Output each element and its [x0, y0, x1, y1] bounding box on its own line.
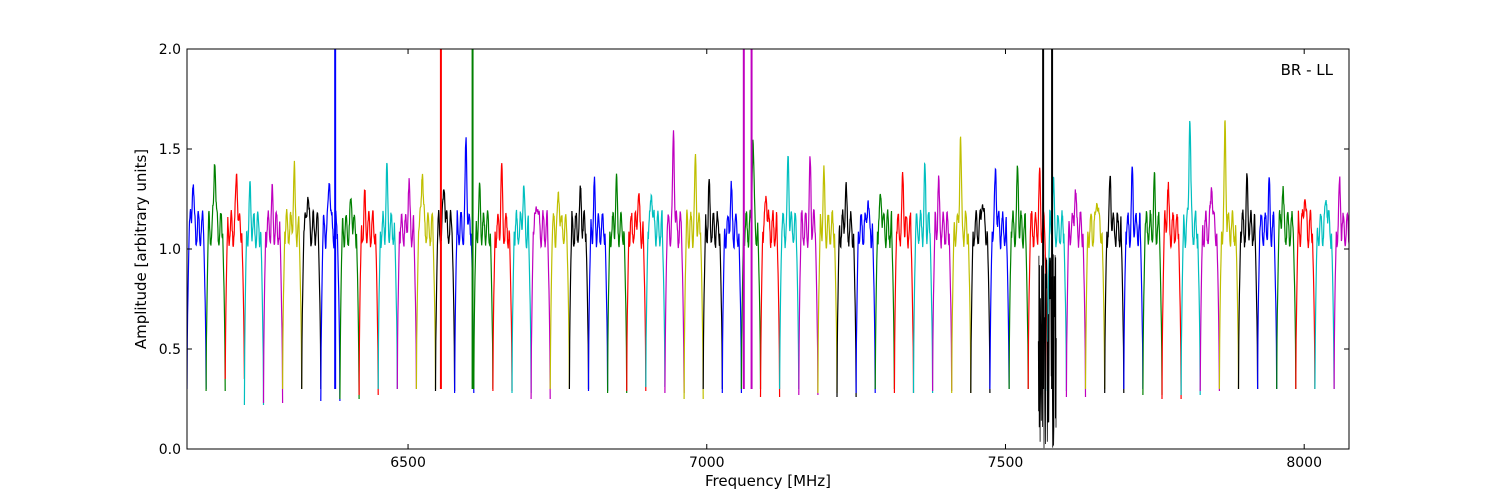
channel-curve-13	[434, 189, 456, 392]
channel-curve-47	[1084, 202, 1106, 390]
noise-region	[1037, 254, 1057, 449]
channel-curve-40	[951, 136, 972, 394]
channel-curve-21	[587, 176, 609, 392]
channel-curve-38	[912, 162, 934, 394]
channel-curve-26	[683, 153, 704, 400]
channel-curve-23	[626, 193, 647, 392]
channel-curve-4	[262, 183, 284, 404]
channel-curve-10	[377, 162, 398, 390]
channel-curve-1	[205, 163, 226, 392]
y-tick-label-0: 0.0	[159, 442, 181, 458]
channel-curve-42	[989, 167, 1010, 390]
channel-curve-0	[187, 184, 207, 390]
channel-curve-33	[817, 165, 838, 394]
y-axis-label: Amplitude [arbitrary units]	[132, 149, 150, 349]
channel-curve-8	[339, 197, 360, 400]
channel-curve-46	[1065, 189, 1087, 398]
channel-curve-51	[1161, 181, 1182, 400]
channel-curve-43	[1008, 165, 1029, 390]
channel-curve-12	[415, 173, 437, 390]
x-tick-label-1: 7000	[689, 455, 725, 471]
channel-curve-6	[301, 196, 322, 390]
channel-curve-36	[874, 193, 896, 390]
channel-curve-19	[549, 191, 571, 390]
channel-curve-49	[1123, 166, 1144, 390]
channel-curve-32	[798, 156, 819, 396]
x-tick-label-2: 7500	[988, 455, 1024, 471]
y-tick-label-3: 1.5	[159, 142, 181, 158]
channel-curve-27	[702, 179, 723, 390]
channel-curve-37	[893, 171, 915, 394]
channel-curve-28	[721, 180, 743, 394]
ticks-layer: 6500 7000 7500 8000 0.0 0.5 1.0 1.5 2.0	[159, 42, 1349, 471]
channel-curve-18	[530, 206, 551, 400]
channel-curve-41	[970, 204, 991, 394]
channel-curve-34	[836, 182, 857, 398]
channel-curve-3	[243, 181, 265, 406]
channel-curve-22	[606, 173, 628, 394]
channel-curve-31	[778, 155, 800, 390]
channel-curve-14	[454, 137, 475, 394]
channel-curve-53	[1199, 187, 1221, 392]
channel-curve-15	[473, 182, 494, 390]
channel-curve-55	[1237, 173, 1259, 390]
channel-curve-24	[645, 193, 666, 388]
x-tick-label-0: 6500	[390, 455, 426, 471]
x-tick-label-3: 8000	[1286, 455, 1322, 471]
channel-curve-11	[396, 178, 417, 390]
channel-curve-17	[511, 185, 532, 394]
channel-curve-7	[320, 182, 341, 402]
annotation-label: BR - LL	[1281, 61, 1334, 79]
channel-curve-58	[1295, 199, 1316, 390]
x-axis-label: Frequency [MHz]	[705, 472, 831, 490]
channel-curve-60	[1333, 176, 1349, 390]
y-tick-label-2: 1.0	[159, 242, 181, 258]
y-tick-label-4: 2.0	[159, 42, 181, 58]
channel-curve-30	[759, 195, 781, 398]
channel-curve-16	[492, 163, 513, 392]
channel-curve-35	[855, 200, 876, 394]
series-layer	[187, 49, 1349, 449]
y-tick-label-1: 0.5	[159, 342, 181, 358]
channel-curve-20	[568, 185, 590, 390]
channel-curve-2	[224, 173, 245, 380]
channel-curve-25	[664, 130, 685, 394]
channel-curve-59	[1314, 199, 1335, 390]
channel-curve-50	[1142, 172, 1163, 396]
channel-curve-54	[1218, 120, 1240, 390]
channel-curve-56	[1256, 177, 1278, 390]
channel-curve-48	[1104, 175, 1125, 394]
channel-curve-39	[931, 175, 953, 392]
channel-curve-57	[1276, 185, 1297, 390]
channel-curve-52	[1180, 120, 1201, 396]
channel-curve-5	[282, 160, 303, 390]
channel-curve-9	[358, 189, 379, 396]
channel-curve-45	[1046, 176, 1068, 392]
